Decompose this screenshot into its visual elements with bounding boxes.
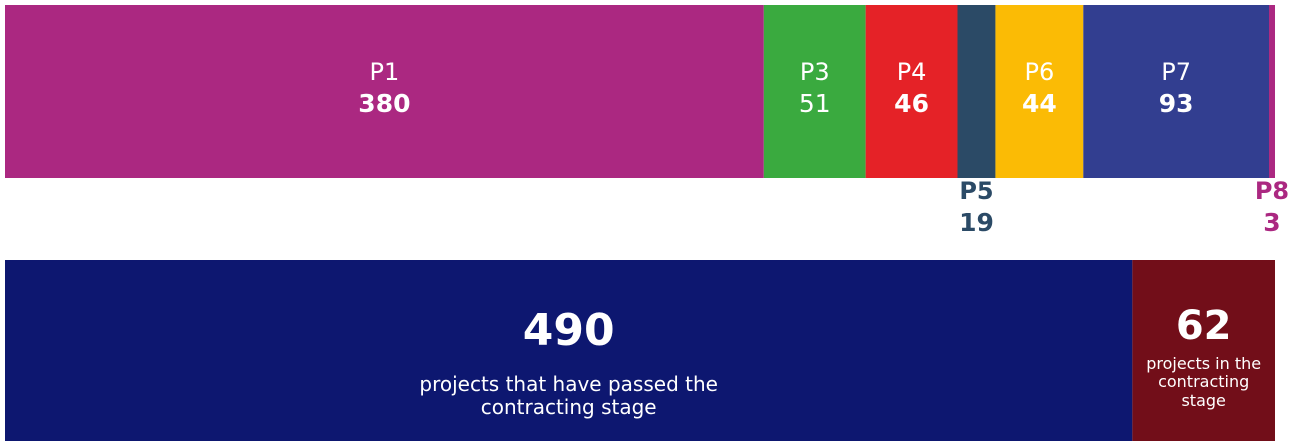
segment-name: P7 — [1161, 58, 1191, 86]
segment-value: 490 — [523, 305, 615, 356]
bar-segment — [1132, 260, 1275, 441]
segment-name: P8 — [1255, 177, 1289, 205]
bar-segment — [957, 5, 996, 178]
segment-name: P1 — [370, 58, 400, 86]
bar-segment — [763, 5, 866, 178]
bar-segment — [5, 5, 764, 178]
bar-segment — [1269, 5, 1275, 178]
segment-name: P5 — [959, 177, 993, 205]
segment-name: P6 — [1024, 58, 1054, 86]
bar-segment — [5, 260, 1133, 441]
segment-value: 51 — [799, 89, 831, 118]
segment-value: 3 — [1263, 208, 1280, 237]
caption-box: projects that have passed the contractin… — [419, 373, 718, 419]
segment-value: 93 — [1159, 89, 1194, 118]
segment-caption: projects in the contracting stage — [1146, 355, 1262, 410]
segment-name: P4 — [897, 58, 927, 86]
segment-value: 44 — [1022, 89, 1057, 118]
bar-segment — [1083, 5, 1270, 178]
segment-value: 62 — [1176, 303, 1232, 349]
segment-caption: projects that have passed the contractin… — [419, 373, 718, 419]
segment-value: 46 — [894, 89, 929, 118]
bar-segment — [995, 5, 1084, 178]
segment-name: P3 — [800, 58, 830, 86]
bar-segment — [865, 5, 958, 178]
caption-box: projects in the contracting stage — [1146, 355, 1262, 410]
segment-value: 380 — [358, 89, 410, 118]
segment-value: 19 — [959, 208, 994, 237]
